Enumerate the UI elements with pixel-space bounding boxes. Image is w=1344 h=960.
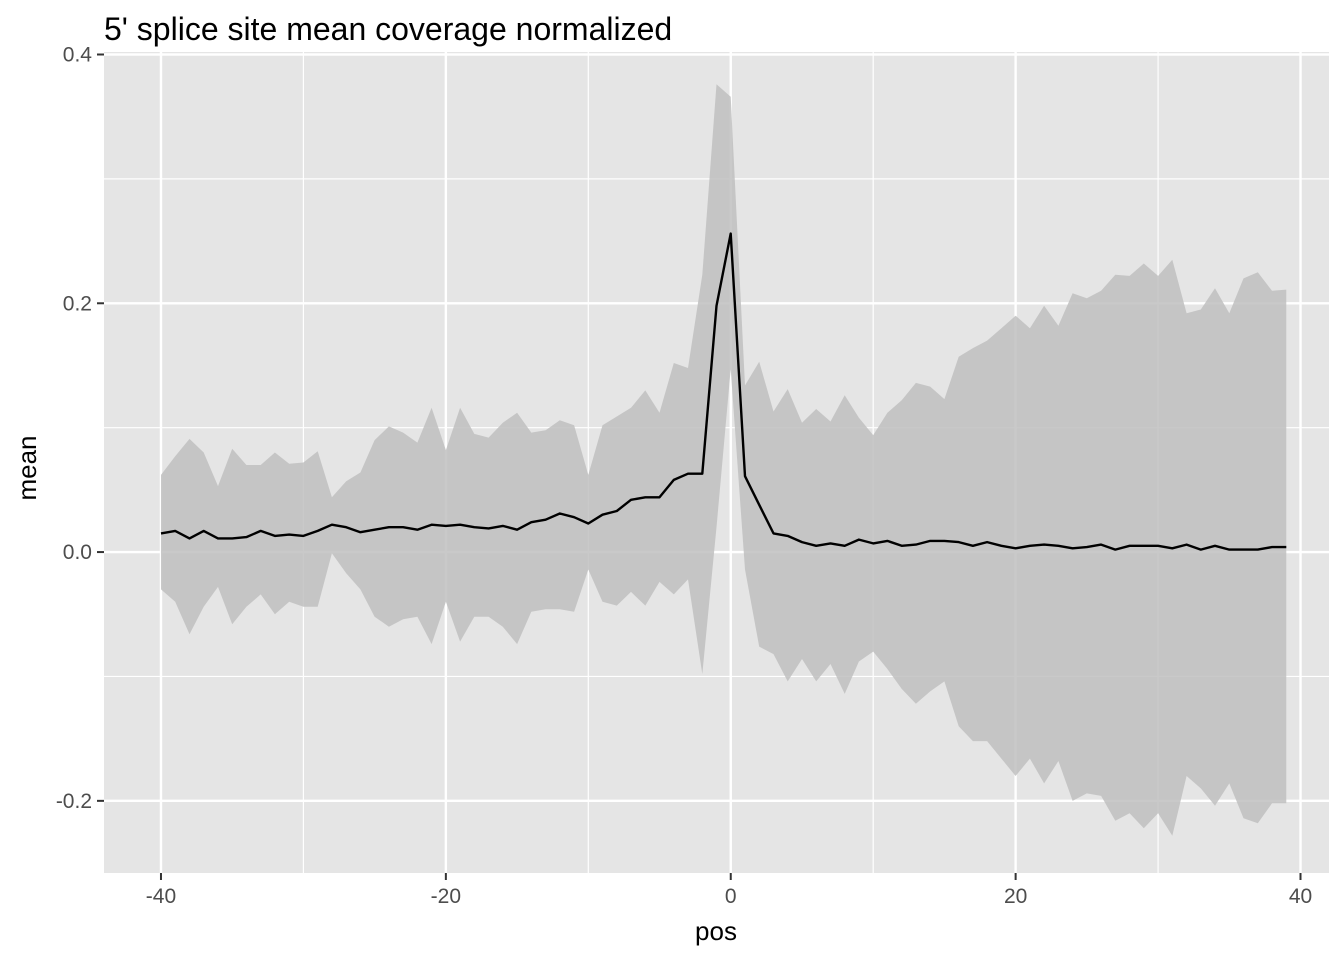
x-tick-label: -40 [146,885,176,908]
confidence-ribbon [161,84,1287,836]
x-tick-label: -20 [431,885,461,908]
y-axis: -0.2 0.0 0.2 0.4 [56,43,104,813]
x-axis-title: pos [695,916,737,946]
y-tick-label: 0.0 [63,541,92,564]
chart-title: 5' splice site mean coverage normalized [104,11,672,47]
y-tick-label: -0.2 [56,790,92,813]
x-tick-label: 20 [1004,885,1027,908]
y-axis-title: mean [12,435,42,500]
x-tick-label: 0 [725,885,737,908]
y-tick-label: 0.4 [63,43,93,66]
y-tick-label: 0.2 [63,292,92,315]
x-tick-label: 40 [1289,885,1312,908]
x-axis: -40 -20 0 20 40 [146,873,1312,908]
mean-line [160,232,1287,551]
